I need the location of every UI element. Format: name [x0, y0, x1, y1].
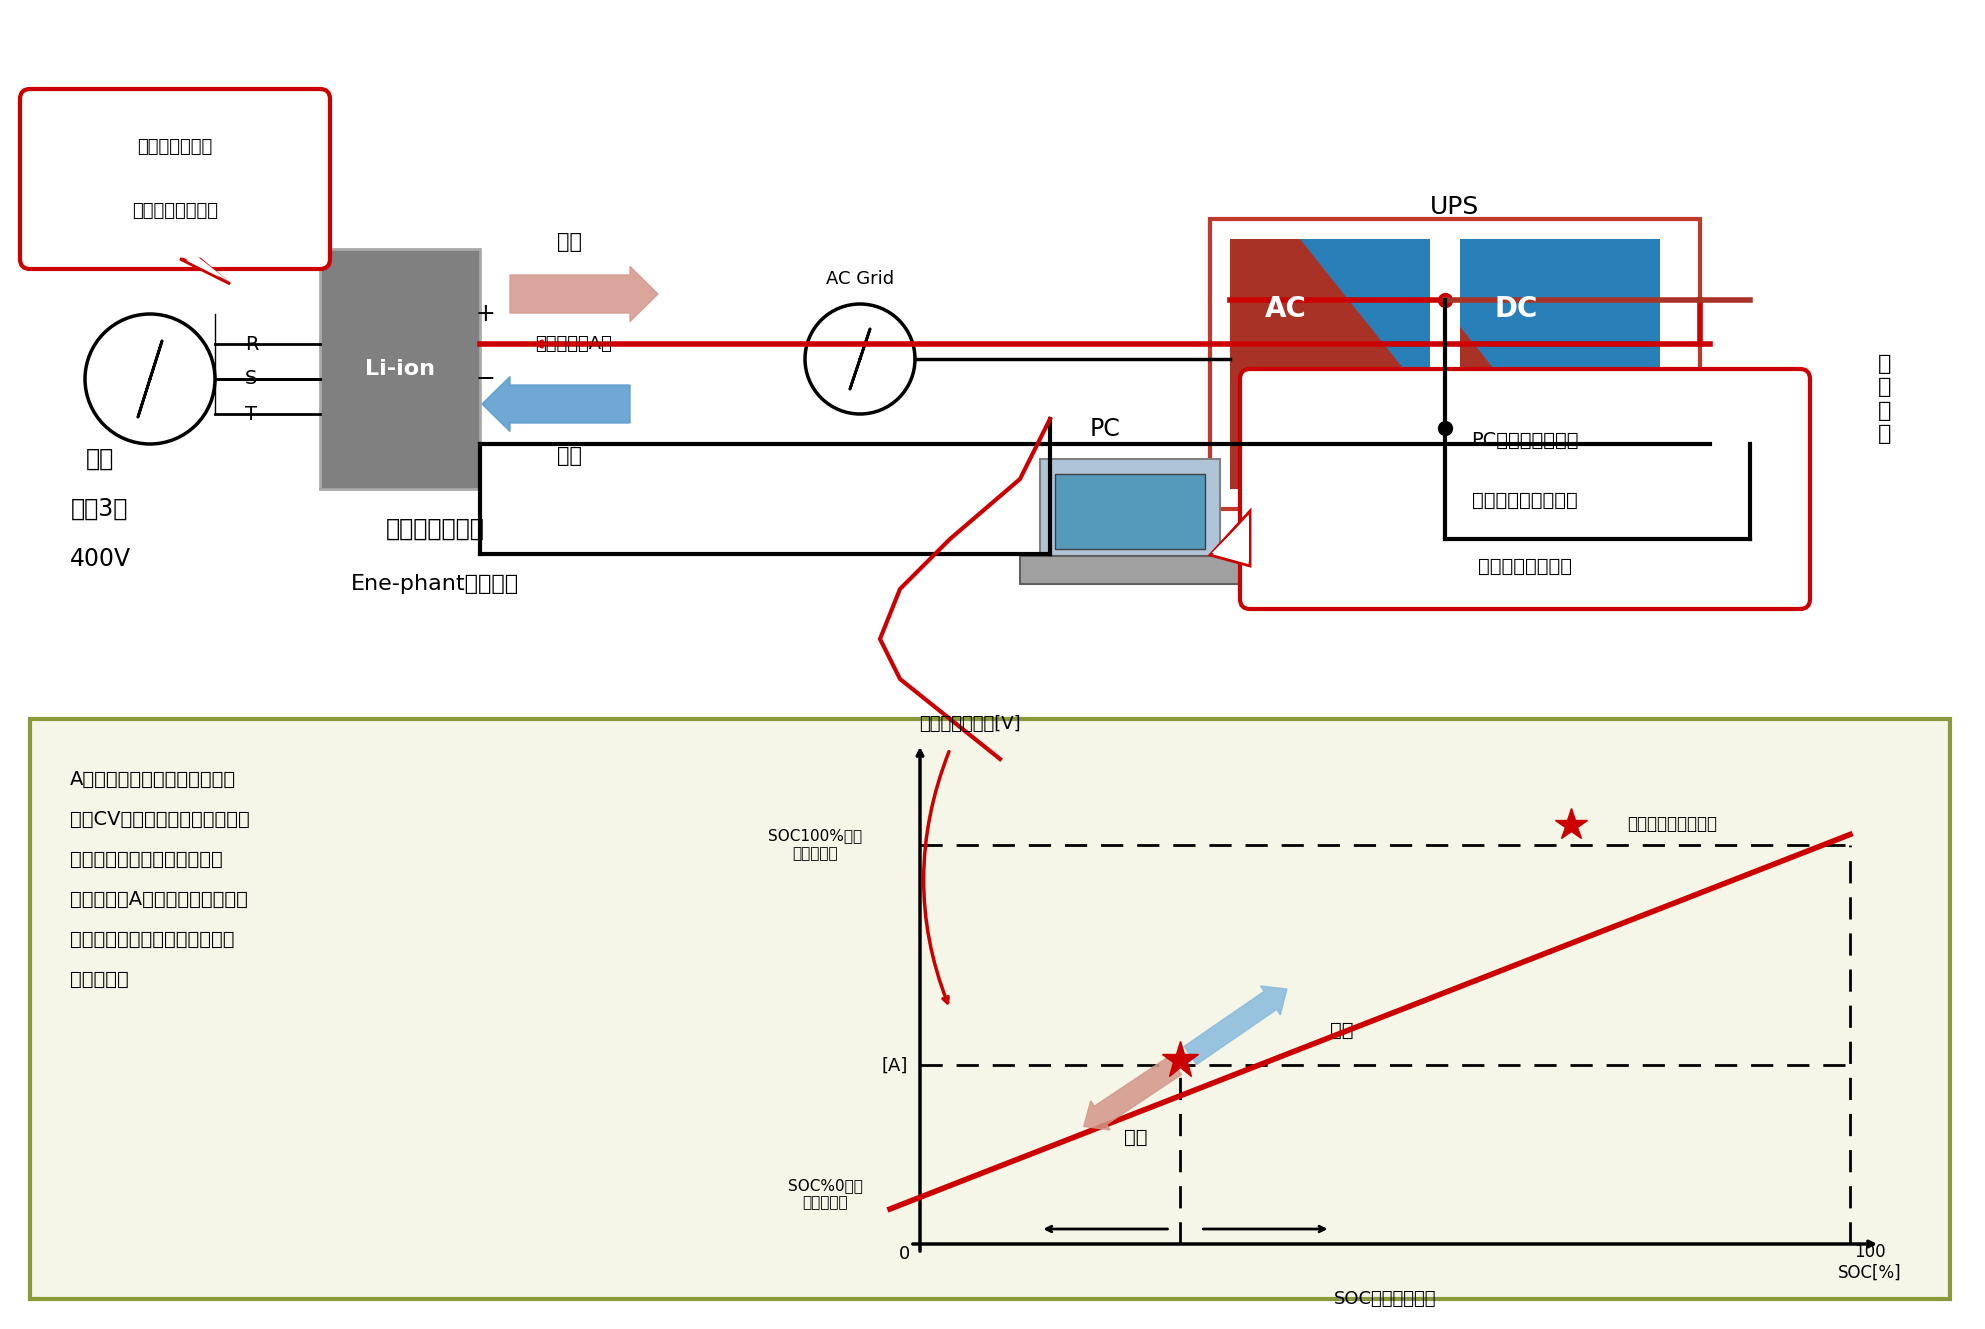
Text: SOC100%時の
蓄電池電圧: SOC100%時の 蓄電池電圧 [768, 828, 861, 861]
FancyArrow shape [1084, 1057, 1181, 1130]
Polygon shape [1213, 516, 1249, 562]
Text: UPS: UPS [1431, 195, 1479, 219]
Text: 設定電圧【A】: 設定電圧【A】 [536, 335, 611, 354]
Text: 充電: 充電 [1330, 1021, 1354, 1039]
Text: S: S [244, 369, 258, 388]
Text: これによりA電圧を模擬すること: これによりA電圧を模擬すること [69, 889, 248, 909]
Text: 400V: 400V [69, 548, 131, 571]
Text: 交
流
出
力: 交 流 出 力 [1878, 355, 1892, 444]
Text: バッテリー模擬する: バッテリー模擬する [1473, 490, 1578, 509]
FancyBboxPatch shape [1040, 459, 1221, 560]
Text: ：模擬中の電池容量: ：模擬中の電池容量 [1628, 816, 1717, 833]
Text: DC: DC [1352, 405, 1395, 433]
FancyBboxPatch shape [1461, 239, 1659, 489]
FancyBboxPatch shape [1211, 219, 1699, 509]
Text: 充電・放電を繰り返します。: 充電・放電を繰り返します。 [69, 849, 222, 868]
FancyBboxPatch shape [320, 249, 480, 489]
Text: PCからソフトにて: PCからソフトにて [1471, 431, 1578, 451]
FancyArrow shape [1185, 986, 1286, 1065]
Text: PC: PC [1090, 417, 1120, 441]
Text: 回生型直流電源: 回生型直流電源 [385, 517, 484, 541]
Polygon shape [183, 256, 230, 282]
Text: うにCVモードを指定し自動的に: うにCVモードを指定し自動的に [69, 809, 250, 828]
Text: T: T [244, 404, 256, 424]
Text: R: R [244, 335, 258, 354]
Text: −: − [474, 367, 494, 391]
Text: Aの設定電圧値が一定になるよ: Aの設定電圧値が一定になるよ [69, 769, 236, 788]
Text: 蓄電池模擬電圧[V]: 蓄電池模擬電圧[V] [919, 715, 1020, 734]
Text: DC: DC [1495, 295, 1538, 323]
Text: でバッテリー模擬を行うことが: でバッテリー模擬を行うことが [69, 929, 234, 949]
Text: 系統: 系統 [85, 447, 113, 470]
FancyBboxPatch shape [30, 719, 1949, 1298]
Text: AC Grid: AC Grid [826, 270, 893, 288]
Text: 充電: 充電 [558, 447, 582, 466]
Polygon shape [1300, 239, 1429, 401]
FancyBboxPatch shape [1241, 369, 1810, 609]
Text: 0: 0 [899, 1245, 911, 1263]
Text: SOC%0時の
蓄電池電圧: SOC%0時の 蓄電池電圧 [788, 1177, 861, 1211]
Text: 充電・放電を模擬: 充電・放電を模擬 [131, 202, 218, 221]
Text: AC: AC [1584, 405, 1626, 433]
Text: SOC対電圧グラフ: SOC対電圧グラフ [1334, 1290, 1437, 1308]
FancyBboxPatch shape [1054, 474, 1205, 549]
Text: 三相3線: 三相3線 [71, 497, 129, 521]
FancyBboxPatch shape [1020, 556, 1241, 583]
Text: ことが可能です。: ことが可能です。 [1479, 557, 1572, 575]
Text: 可能です。: 可能です。 [69, 969, 129, 989]
Text: Ene-phantシリーズ: Ene-phantシリーズ [351, 574, 518, 594]
Polygon shape [181, 259, 230, 284]
FancyArrow shape [510, 267, 657, 322]
Text: 放電: 放電 [558, 233, 582, 253]
Polygon shape [1211, 510, 1251, 566]
Polygon shape [1461, 327, 1590, 489]
Text: 放電: 放電 [1124, 1128, 1147, 1147]
Text: 双方向モードで: 双方向モードで [137, 138, 212, 155]
Text: 100
SOC[%]: 100 SOC[%] [1838, 1243, 1902, 1281]
Text: +: + [474, 302, 494, 326]
Text: Li-ion: Li-ion [365, 359, 435, 379]
FancyBboxPatch shape [20, 89, 330, 268]
FancyBboxPatch shape [1231, 239, 1429, 489]
FancyArrow shape [482, 376, 629, 432]
Text: AC: AC [1264, 295, 1306, 323]
Text: [A]: [A] [881, 1057, 909, 1074]
